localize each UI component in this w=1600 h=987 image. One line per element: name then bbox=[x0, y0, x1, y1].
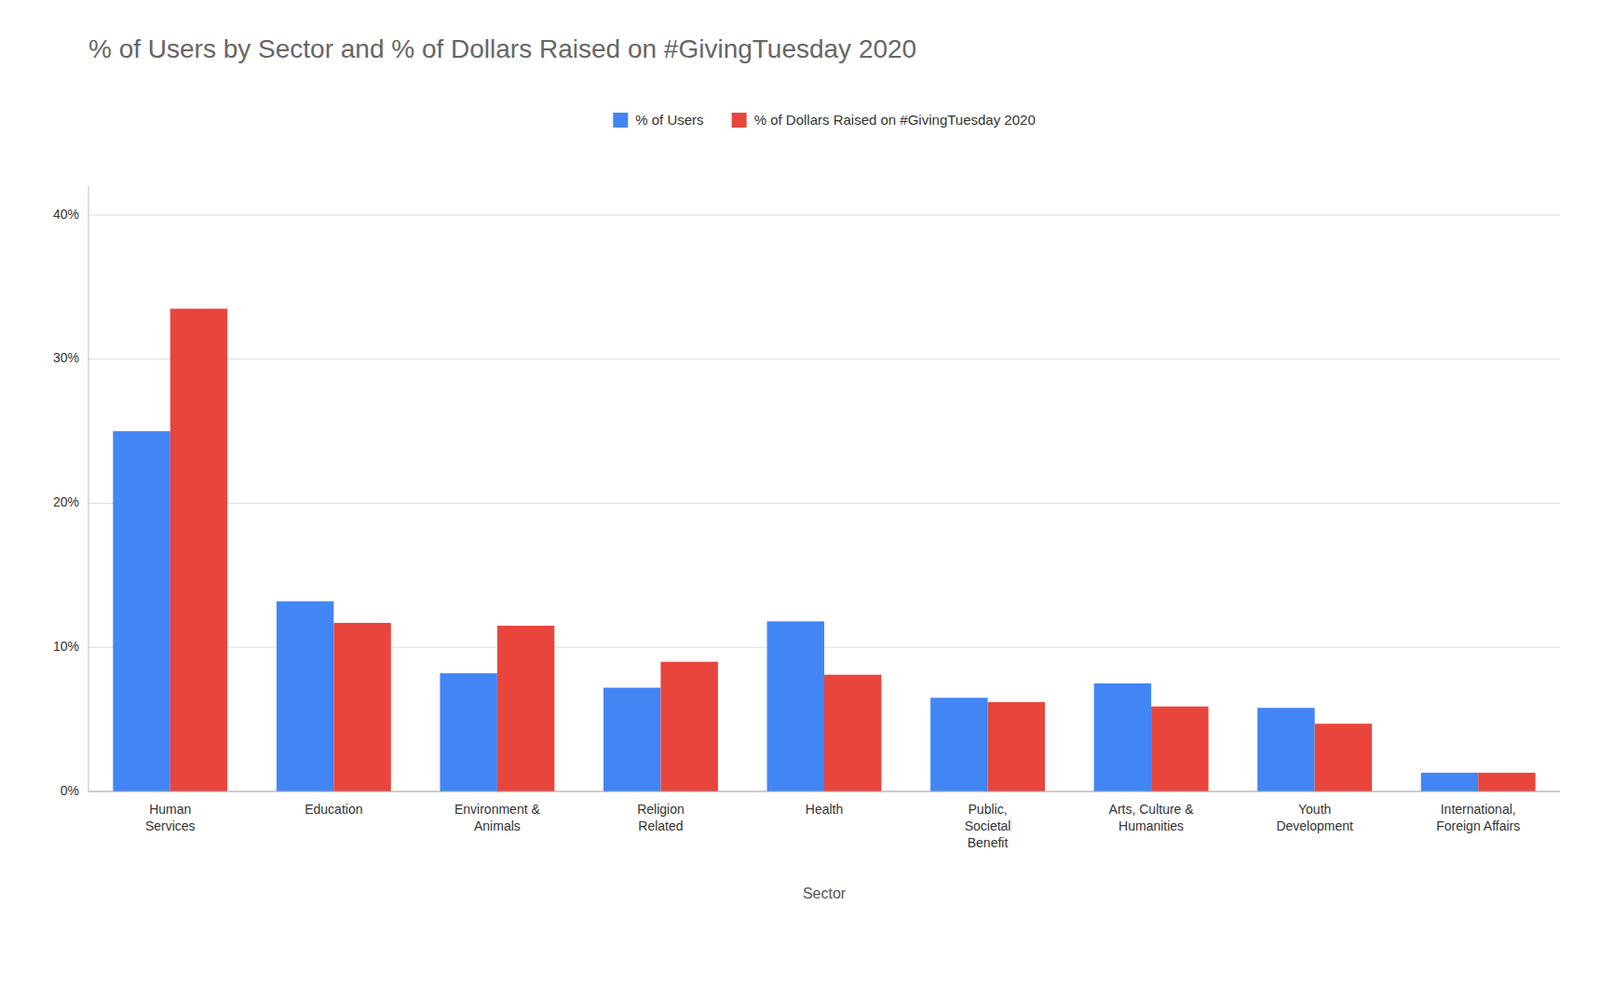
chart-svg: % of Users by Sector and % of Dollars Ra… bbox=[0, 0, 1600, 987]
legend-label: % of Dollars Raised on #GivingTuesday 20… bbox=[754, 111, 1036, 128]
y-tick-label: 20% bbox=[53, 494, 80, 510]
legend-swatch bbox=[612, 112, 628, 128]
series-bars bbox=[170, 309, 1536, 792]
x-tick-label: Environment &Animals bbox=[454, 801, 541, 834]
bar bbox=[660, 662, 718, 792]
y-tick-labels: 0% 10% 20% 30% 40% bbox=[53, 206, 80, 799]
grid-line bbox=[88, 214, 1560, 216]
bar bbox=[170, 309, 228, 792]
legend-swatch bbox=[732, 112, 747, 128]
bar bbox=[1315, 723, 1372, 792]
legend: % of Users % of Dollars Raised on #Giving… bbox=[612, 111, 1035, 128]
x-tick-label: HumanServices bbox=[145, 801, 196, 834]
grid bbox=[88, 215, 1560, 792]
y-tick-label: 30% bbox=[53, 350, 80, 366]
bar bbox=[767, 621, 825, 792]
grid-line bbox=[88, 791, 1560, 793]
legend-label: % of Users bbox=[635, 111, 704, 128]
legend-item: % of Users bbox=[612, 111, 704, 128]
title: % of Users by Sector and % of Dollars Ra… bbox=[88, 34, 917, 64]
series-bars bbox=[112, 431, 1478, 792]
grid-line bbox=[88, 502, 1560, 504]
legend-item: % of Dollars Raised on #GivingTuesday 20… bbox=[732, 111, 1036, 128]
bar bbox=[1094, 683, 1152, 792]
y-axis-line bbox=[88, 186, 90, 792]
bar bbox=[333, 623, 391, 792]
x-axis-line bbox=[88, 791, 1560, 793]
x-tick-label: ReligionRelated bbox=[637, 801, 685, 834]
bar bbox=[930, 697, 988, 792]
bar bbox=[497, 625, 555, 792]
x-tick-label: International,Foreign Affairs bbox=[1436, 801, 1520, 834]
y-tick-label: 40% bbox=[53, 206, 80, 222]
bar bbox=[1477, 772, 1535, 792]
bar bbox=[439, 673, 497, 792]
bar bbox=[1151, 706, 1208, 792]
x-tick-labels: HumanServices Education Environment &Anima… bbox=[145, 801, 1520, 851]
bar bbox=[824, 675, 882, 792]
chart-container: % of Users by Sector and % of Dollars Ra… bbox=[0, 0, 1600, 987]
bar bbox=[276, 601, 334, 792]
bar bbox=[1257, 707, 1315, 792]
x-tick-label: Health bbox=[805, 801, 843, 817]
bar bbox=[112, 431, 170, 792]
bars bbox=[112, 309, 1535, 792]
bar bbox=[603, 688, 661, 792]
x-tick-label: Public,SocietalBenefit bbox=[964, 801, 1012, 851]
x-axis-label: Sector bbox=[802, 885, 847, 902]
x-tick-label: Education bbox=[304, 801, 363, 817]
bar bbox=[988, 702, 1045, 792]
x-tick-label: Arts, Culture &Humanities bbox=[1109, 801, 1195, 834]
background bbox=[0, 0, 1600, 987]
grid-line bbox=[88, 358, 1560, 360]
y-tick-label: 10% bbox=[53, 638, 80, 654]
bar bbox=[1421, 772, 1478, 792]
y-tick-label: 0% bbox=[60, 783, 80, 799]
x-tick-label: YouthDevelopment bbox=[1275, 801, 1354, 834]
